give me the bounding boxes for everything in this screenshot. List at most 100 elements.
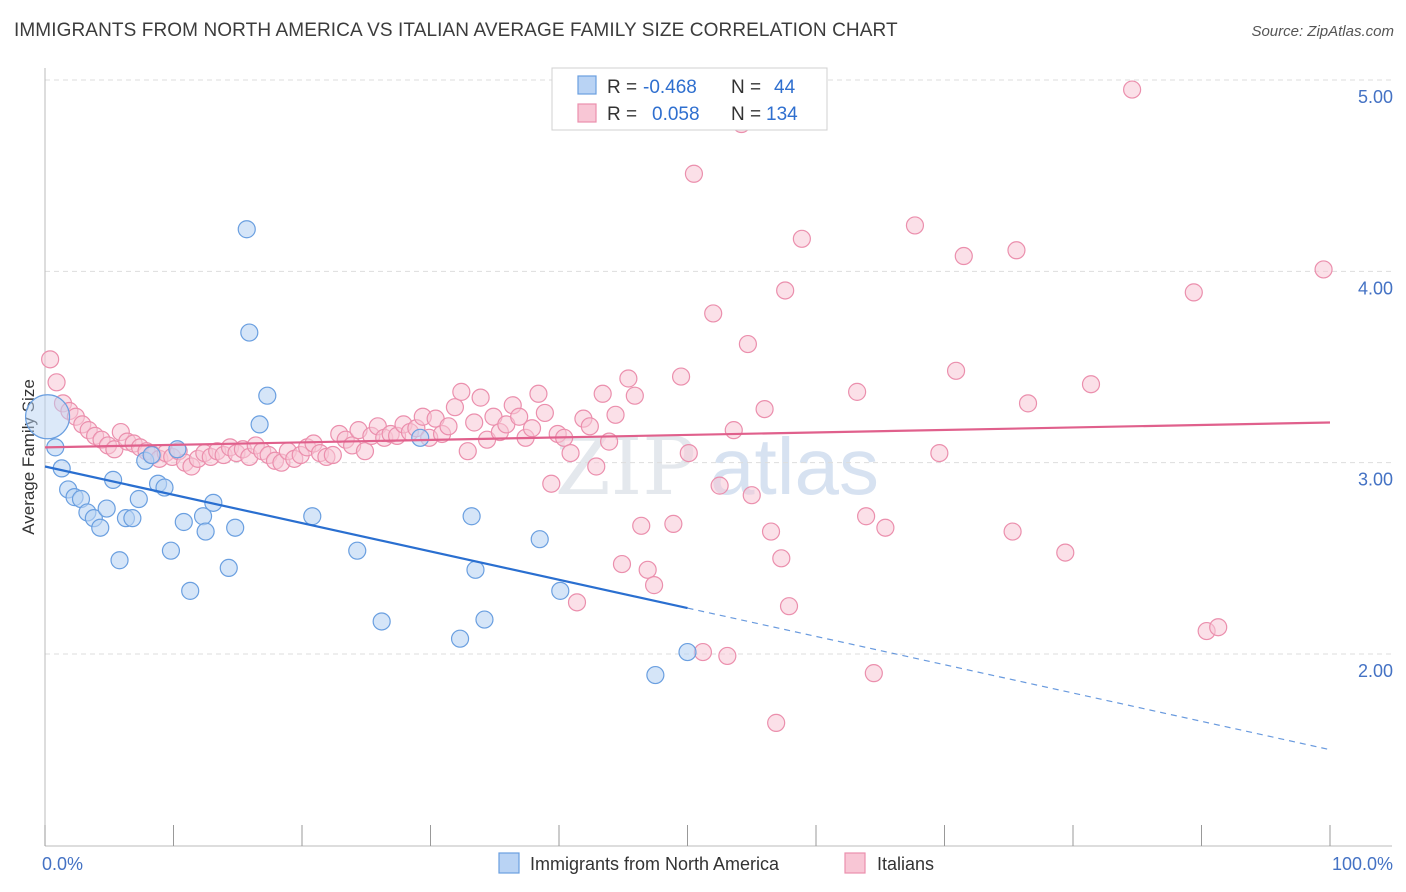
legend-n-label-2: N = xyxy=(731,104,761,125)
immigrants-point-19 xyxy=(161,541,181,560)
immigrants-point-11 xyxy=(110,551,129,570)
legend-n-value-2: 134 xyxy=(766,104,798,125)
immigrants-point-13 xyxy=(123,509,142,528)
immigrants-point-32 xyxy=(303,507,322,526)
legend-swatch-pink xyxy=(577,103,597,123)
italians-point-127 xyxy=(1123,80,1142,99)
italians-point-125 xyxy=(1056,543,1075,562)
italians-point-49 xyxy=(355,442,375,461)
italians-point-122 xyxy=(1003,522,1022,541)
immigrants-trend-line xyxy=(44,465,688,610)
immigrants-point-29 xyxy=(240,323,259,342)
immigrants-point-40 xyxy=(530,530,549,549)
italians-point-67 xyxy=(471,388,490,407)
italians-point-1 xyxy=(47,373,66,392)
italians-point-86 xyxy=(593,384,612,403)
immigrants-point-33 xyxy=(348,541,367,560)
series-legend: Immigrants from North America Italians xyxy=(498,852,934,874)
immigrants-point-35 xyxy=(411,428,430,447)
immigrants-trend-extension xyxy=(687,607,1331,751)
italians-point-91 xyxy=(625,386,644,405)
italians-point-113 xyxy=(792,229,811,248)
italians-point-85 xyxy=(587,457,606,476)
axes xyxy=(44,68,1392,847)
italians-point-123 xyxy=(1007,241,1026,260)
italians-point-93 xyxy=(638,560,657,579)
italians-point-73 xyxy=(510,407,529,426)
immigrants-point-30 xyxy=(250,415,269,434)
chart-title: IMMIGRANTS FROM NORTH AMERICA VS ITALIAN… xyxy=(14,20,898,41)
italians-point-84 xyxy=(580,417,599,436)
y-tick-labels: 2.00 3.00 4.00 5.00 xyxy=(1358,87,1393,681)
immigrants-point-0 xyxy=(24,394,71,440)
italians-point-121 xyxy=(954,246,973,266)
italians-point-76 xyxy=(529,384,548,403)
italians-point-92 xyxy=(632,516,651,535)
italians-point-101 xyxy=(710,476,729,495)
italians-point-131 xyxy=(1314,260,1333,279)
italians-point-111 xyxy=(776,281,795,300)
bottom-legend-swatch-blue xyxy=(498,852,520,874)
italians-point-95 xyxy=(664,514,683,533)
italians-point-78 xyxy=(542,474,561,493)
legend-r-label-2: R = xyxy=(607,104,637,125)
immigrants-point-36 xyxy=(450,629,470,648)
italians-point-89 xyxy=(612,554,632,574)
italians-point-44 xyxy=(323,445,342,465)
italians-point-94 xyxy=(644,576,664,595)
bottom-legend-label-blue: Immigrants from North America xyxy=(530,854,780,874)
immigrants-point-28 xyxy=(237,220,256,239)
italians-point-103 xyxy=(724,421,743,440)
immigrants-point-16 xyxy=(142,445,161,465)
bottom-legend-label-pink: Italians xyxy=(877,854,934,874)
italians-point-96 xyxy=(671,367,691,386)
italians-point-98 xyxy=(684,164,704,183)
watermark-zip: ZIP xyxy=(555,420,696,513)
immigrants-point-14 xyxy=(129,489,148,509)
italians-point-109 xyxy=(767,713,786,732)
legend-r-value-2: 0.058 xyxy=(652,104,700,125)
immigrants-point-8 xyxy=(91,518,110,537)
x-tick-label-min: 0.0% xyxy=(42,854,83,874)
immigrants-point-38 xyxy=(466,560,485,579)
immigrants-point-41 xyxy=(551,581,570,600)
italians-point-106 xyxy=(742,486,761,505)
italians-point-124 xyxy=(1018,394,1038,413)
italians-point-75 xyxy=(522,419,542,438)
italians-point-81 xyxy=(561,444,580,463)
italians-point-126 xyxy=(1081,375,1101,394)
italians-point-99 xyxy=(693,642,713,662)
gridlines xyxy=(45,79,1392,655)
y-tick-label-3: 5.00 xyxy=(1358,87,1393,107)
italians-point-117 xyxy=(876,518,895,537)
italians-point-128 xyxy=(1184,283,1203,302)
trend-lines xyxy=(44,421,1331,751)
correlation-legend: R = -0.468 N = 44 R = 0.058 N = 134 xyxy=(551,67,828,131)
italians-point-97 xyxy=(679,444,698,463)
italians-point-114 xyxy=(848,382,867,401)
immigrants-point-37 xyxy=(462,507,481,526)
legend-swatch-blue xyxy=(577,75,597,95)
immigrants-point-43 xyxy=(678,642,697,662)
italians-point-112 xyxy=(779,597,799,616)
series-immigrants-from-north-america xyxy=(24,220,697,685)
legend-box xyxy=(551,67,828,131)
italians-point-77 xyxy=(535,403,554,423)
italians-point-105 xyxy=(738,334,757,354)
y-tick-label-2: 4.00 xyxy=(1358,278,1393,298)
immigrants-point-9 xyxy=(97,499,116,518)
italians-point-64 xyxy=(452,382,471,401)
italians-point-82 xyxy=(567,593,587,612)
immigrants-point-27 xyxy=(226,518,245,537)
y-tick-label-0: 2.00 xyxy=(1358,661,1393,681)
y-tick-label-1: 3.00 xyxy=(1358,470,1393,490)
immigrants-point-20 xyxy=(168,440,187,459)
x-tick-labels: 0.0% 100.0% xyxy=(42,854,1393,874)
italians-point-118 xyxy=(905,216,925,235)
italians-point-66 xyxy=(465,413,484,432)
legend-n-label-1: N = xyxy=(731,77,761,98)
legend-r-label-1: R = xyxy=(607,77,637,98)
italians-trend-line xyxy=(44,421,1331,449)
italians-point-0 xyxy=(41,350,60,369)
